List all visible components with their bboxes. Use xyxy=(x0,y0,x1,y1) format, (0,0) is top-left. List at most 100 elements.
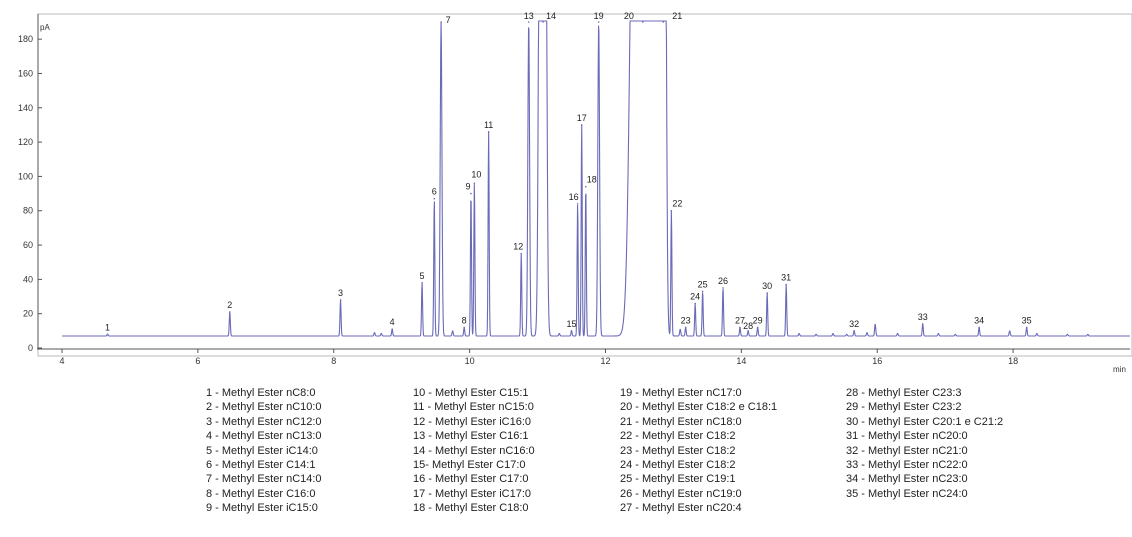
legend-item: 6 - Methyl Ester C14:1 xyxy=(206,459,316,472)
peak-19-apex xyxy=(597,21,600,23)
peak-label-29: 29 xyxy=(753,315,763,325)
peak-label-23: 23 xyxy=(681,315,691,325)
x-tick-label: 10 xyxy=(465,356,475,366)
peak-32-apex xyxy=(853,330,855,332)
legend-column-1: 1 - Methyl Ester nC8:0 2 - Methyl Ester n… xyxy=(206,386,322,516)
peak-27-apex xyxy=(739,326,741,329)
peak-label-2: 2 xyxy=(227,300,232,310)
legend-item: 15- Methyl Ester C17:0 xyxy=(413,459,526,472)
peak-label-4: 4 xyxy=(390,317,395,327)
peak-28-apex xyxy=(747,330,749,332)
y-tick-label: 40 xyxy=(23,274,33,284)
peak-label-3: 3 xyxy=(338,288,343,298)
peak-21-apex xyxy=(662,21,665,23)
peak-7-apex xyxy=(440,21,442,23)
peak-legend: 1 - Methyl Ester nC8:0 2 - Methyl Ester n… xyxy=(0,386,1132,536)
peak-33-apex xyxy=(921,323,924,325)
legend-item: 31 - Methyl Ester nC20:0 xyxy=(846,430,968,443)
peak-label-18: 18 xyxy=(587,175,597,185)
peak-15-apex xyxy=(570,330,573,332)
peak-17-apex xyxy=(580,124,583,126)
legend-item: 19 - Methyl Ester nC17:0 xyxy=(620,387,742,399)
legend-item: 1 - Methyl Ester nC8:0 xyxy=(206,387,316,399)
legend-item: 2 - Methyl Ester nC10:0 xyxy=(206,401,322,414)
peak-2-apex xyxy=(229,311,231,313)
peak-22-apex xyxy=(670,209,673,212)
legend-item: 20 - Methyl Ester C18:2 e C18:1 xyxy=(620,401,778,414)
peak-label-19: 19 xyxy=(594,11,604,21)
y-tick-label: 80 xyxy=(23,206,33,216)
legend-item: 10 - Methyl Ester C15:1 xyxy=(413,387,529,399)
peak-11-apex xyxy=(487,131,490,133)
peak-label-34: 34 xyxy=(974,315,984,325)
peak-24-apex xyxy=(694,302,696,305)
x-axis-unit: min xyxy=(1113,365,1126,374)
peak-14-apex xyxy=(542,21,544,23)
peak-1-apex xyxy=(106,333,109,336)
peak-35-apex xyxy=(1025,326,1028,329)
legend-item: 29 - Methyl Ester C23:2 xyxy=(846,401,962,414)
peak-label-35: 35 xyxy=(1022,315,1032,325)
legend-item: 7 - Methyl Ester nC14:0 xyxy=(206,473,322,486)
peak-label-7: 7 xyxy=(446,15,451,25)
y-tick-label: 120 xyxy=(18,137,33,147)
peak-label-31: 31 xyxy=(781,273,791,283)
peak-23-apex xyxy=(684,326,687,329)
peak-16-apex xyxy=(576,203,579,205)
peak-label-15: 15 xyxy=(567,319,577,329)
legend-item: 11 - Methyl Ester nC15:0 xyxy=(413,401,534,414)
legend-item: 16 - Methyl Ester C17:0 xyxy=(413,473,529,486)
chromatogram-trace xyxy=(61,20,1131,337)
peak-label-12: 12 xyxy=(513,242,523,252)
peak-13-apex xyxy=(527,21,530,23)
legend-item: 25 - Methyl Ester C19:1 xyxy=(620,473,736,486)
peak-label-25: 25 xyxy=(698,279,708,289)
peak-6-apex xyxy=(433,197,436,200)
peak-label-20: 20 xyxy=(624,11,634,21)
legend-item: 26 - Methyl Ester nC19:0 xyxy=(620,487,742,500)
peak-label-14: 14 xyxy=(546,11,556,21)
peak-25-apex xyxy=(701,290,704,293)
legend-item: 28 - Methyl Ester C23:3 xyxy=(846,387,962,399)
peak-label-28: 28 xyxy=(743,321,753,331)
legend-item: 21 - Methyl Ester nC18:0 xyxy=(620,415,742,428)
peak-12-apex xyxy=(520,252,523,255)
legend-item: 30 - Methyl Ester C20:1 e C21:2 xyxy=(846,415,1004,428)
peak-label-5: 5 xyxy=(420,271,425,281)
peak-label-11: 11 xyxy=(484,120,493,130)
x-tick-label: 14 xyxy=(736,356,746,366)
y-tick-label: 60 xyxy=(23,240,33,250)
peak-label-1: 1 xyxy=(105,322,110,332)
y-tick-label: 160 xyxy=(18,68,33,78)
peak-label-32: 32 xyxy=(849,319,859,329)
legend-item: 33 - Methyl Ester nC22:0 xyxy=(846,459,968,472)
peak-5-apex xyxy=(421,282,423,284)
x-tick-label: 16 xyxy=(872,356,882,366)
legend-item: 32 - Methyl Ester nC21:0 xyxy=(846,444,968,457)
peak-29-apex xyxy=(756,326,759,329)
legend-item: 27 - Methyl Ester nC20:4 xyxy=(620,502,742,515)
y-tick-label: 100 xyxy=(18,171,33,181)
y-tick-label: 140 xyxy=(18,103,33,113)
legend-item: 8 - Methyl Ester C16:0 xyxy=(206,487,316,500)
peak-label-6: 6 xyxy=(432,187,437,197)
peak-label-9: 9 xyxy=(465,182,470,192)
y-tick-label: 180 xyxy=(18,34,33,44)
x-tick-label: 6 xyxy=(195,356,200,366)
peak-label-21: 21 xyxy=(672,11,682,21)
y-tick-label: 0 xyxy=(28,343,33,353)
x-tick-label: 8 xyxy=(331,356,336,366)
legend-item: 18 - Methyl Ester C18:0 xyxy=(413,502,529,515)
x-tick-label: 4 xyxy=(59,356,64,366)
peak-label-13: 13 xyxy=(524,11,534,21)
peak-34-apex xyxy=(978,326,980,329)
peak-label-33: 33 xyxy=(918,312,928,322)
legend-item: 22 - Methyl Ester C18:2 xyxy=(620,430,736,443)
legend-item: 4 - Methyl Ester nC13:0 xyxy=(206,430,322,443)
legend-item: 12 - Methyl Ester iC16:0 xyxy=(413,415,531,428)
x-tick-label: 12 xyxy=(600,356,610,366)
legend-item: 13 - Methyl Ester C16:1 xyxy=(413,430,529,443)
